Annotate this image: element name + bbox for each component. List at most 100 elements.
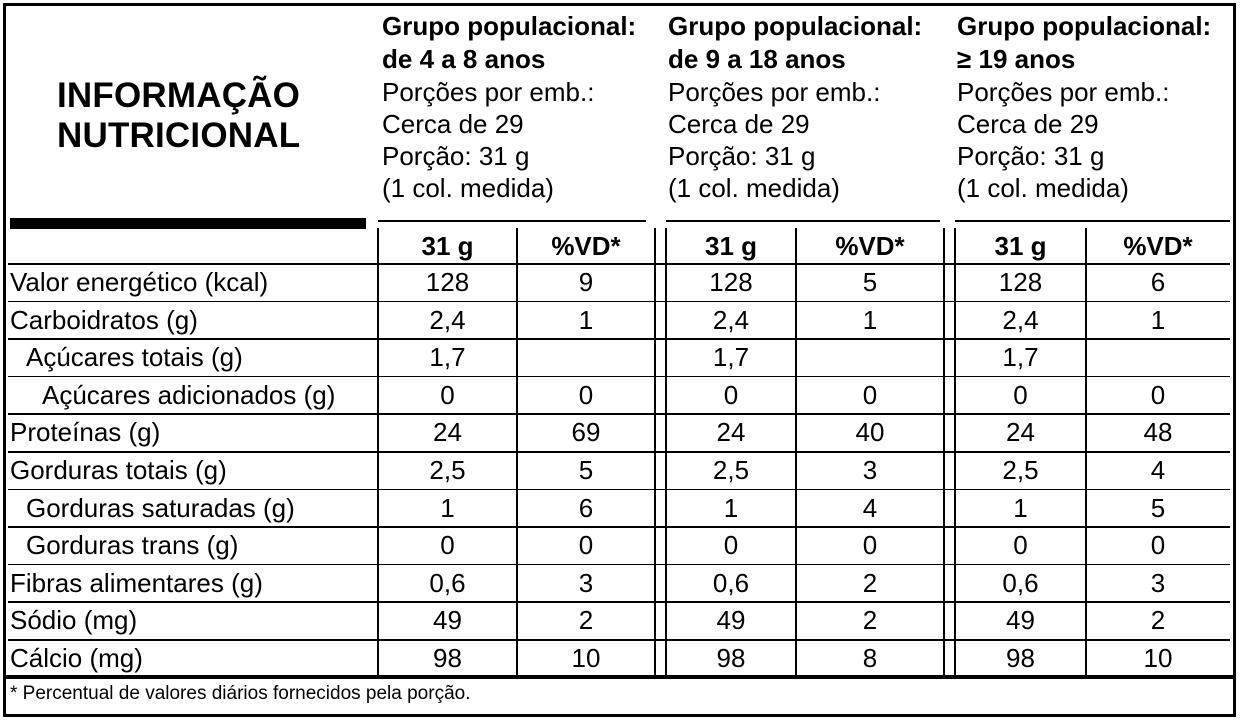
amount-value: 0,6 bbox=[1002, 567, 1039, 598]
amount-value: 49 bbox=[433, 605, 462, 636]
column-divider bbox=[377, 228, 379, 678]
column-divider bbox=[795, 228, 797, 678]
amount-value: 24 bbox=[716, 417, 746, 448]
servings-label: Porções por emb.: bbox=[957, 77, 1170, 107]
daily-value-column-header: %VD* bbox=[1123, 231, 1193, 261]
column-divider bbox=[943, 228, 945, 678]
row-divider bbox=[8, 639, 1230, 641]
daily-value-percent: 9 bbox=[578, 267, 594, 297]
amount-value: 0,6 bbox=[429, 567, 466, 598]
daily-value-column-header: %VD* bbox=[835, 231, 905, 261]
daily-value-percent: 2 bbox=[578, 605, 594, 636]
daily-value-percent: 2 bbox=[862, 605, 878, 636]
amount-value: 2,5 bbox=[429, 455, 466, 485]
daily-value-percent: 8 bbox=[862, 643, 878, 673]
title-line-1: INFORMAÇÃO bbox=[57, 76, 301, 115]
amount-value: 98 bbox=[716, 643, 746, 673]
row-divider bbox=[8, 488, 1230, 491]
daily-value-percent: 10 bbox=[1143, 643, 1173, 673]
portion-measure: (1 col. medida) bbox=[668, 173, 840, 203]
table-title: INFORMAÇÃO NUTRICIONAL bbox=[57, 76, 300, 156]
row-divider bbox=[8, 263, 1230, 265]
daily-value-percent: 10 bbox=[571, 643, 601, 673]
daily-value-percent: 5 bbox=[578, 455, 594, 485]
group-header-9-18: Grupo populacional: de 9 a 18 anos Porçõ… bbox=[668, 10, 922, 204]
daily-value-percent: 4 bbox=[1150, 455, 1166, 485]
row-divider bbox=[8, 413, 1230, 415]
nutrient-label: Fibras alimentares (g) bbox=[10, 567, 263, 598]
daily-value-percent: 1 bbox=[1150, 304, 1166, 335]
daily-value-percent: 0 bbox=[1150, 379, 1166, 410]
amount-value: 1,7 bbox=[712, 342, 750, 373]
nutrient-label: Sódio (mg) bbox=[10, 605, 138, 636]
daily-value-percent: 69 bbox=[571, 417, 601, 448]
daily-value-percent: 0 bbox=[862, 530, 878, 561]
title-line-2: NUTRICIONAL bbox=[57, 116, 301, 155]
amount-value: 1 bbox=[723, 492, 739, 523]
nutrient-label: Cálcio (mg) bbox=[10, 643, 143, 673]
daily-value-percent: 3 bbox=[578, 567, 594, 598]
column-divider bbox=[516, 228, 518, 678]
nutrient-label: Valor energético (kcal) bbox=[10, 267, 269, 297]
group-header-4-8: Grupo populacional: de 4 a 8 anos Porçõe… bbox=[382, 10, 636, 204]
daily-value-percent: 0 bbox=[1150, 530, 1166, 561]
group-header-19-plus: Grupo populacional: ≥ 19 anos Porções po… bbox=[957, 10, 1211, 204]
amount-value: 24 bbox=[433, 417, 462, 448]
group-rule bbox=[378, 220, 646, 222]
daily-value-percent bbox=[1086, 339, 1230, 376]
daily-value-percent: 5 bbox=[1150, 492, 1166, 523]
portion-size: Porção: 31 g bbox=[957, 141, 1105, 171]
row-divider bbox=[8, 300, 1230, 303]
nutrient-label: Açúcares totais (g) bbox=[26, 342, 243, 373]
portion-size: Porção: 31 g bbox=[382, 141, 530, 171]
amount-value: 0 bbox=[1013, 530, 1028, 561]
daily-value-percent: 40 bbox=[855, 417, 885, 448]
amount-value: 0 bbox=[1013, 379, 1028, 410]
nutrient-label: Carboidratos (g) bbox=[10, 304, 198, 335]
row-divider bbox=[8, 338, 1230, 340]
daily-value-percent: 0 bbox=[578, 530, 594, 561]
daily-value-percent: 2 bbox=[862, 567, 878, 598]
amount-value: 1 bbox=[1013, 492, 1028, 523]
amount-value: 128 bbox=[709, 267, 753, 297]
amount-value: 49 bbox=[1006, 605, 1035, 636]
daily-value-percent bbox=[796, 339, 944, 376]
portion-size: Porção: 31 g bbox=[668, 141, 816, 171]
row-divider bbox=[8, 451, 1230, 453]
amount-value: 98 bbox=[1006, 643, 1035, 673]
daily-value-percent: 6 bbox=[1150, 267, 1166, 297]
amount-value: 2,4 bbox=[429, 304, 466, 335]
nutrient-label: Proteínas (g) bbox=[10, 417, 161, 448]
amount-value: 98 bbox=[433, 643, 462, 673]
daily-value-percent: 0 bbox=[862, 379, 878, 410]
amount-value: 0 bbox=[723, 379, 739, 410]
portion-column-header: 31 g bbox=[704, 231, 758, 261]
footer-rule bbox=[4, 675, 1234, 679]
nutrient-label: Gorduras totais (g) bbox=[10, 455, 227, 485]
daily-value-percent: 48 bbox=[1143, 417, 1173, 448]
servings-value: Cerca de 29 bbox=[382, 109, 524, 139]
amount-value: 49 bbox=[716, 605, 746, 636]
daily-value-percent: 4 bbox=[862, 492, 878, 523]
group-title: Grupo populacional: bbox=[382, 11, 637, 41]
amount-value: 2,4 bbox=[1002, 304, 1039, 335]
amount-value: 128 bbox=[425, 267, 470, 297]
column-divider bbox=[654, 228, 656, 678]
amount-value: 0 bbox=[440, 530, 455, 561]
group-title: Grupo populacional: bbox=[668, 11, 923, 41]
title-rule bbox=[10, 218, 366, 229]
nutrient-label: Gorduras saturadas (g) bbox=[26, 492, 295, 523]
amount-value: 2,5 bbox=[1002, 455, 1039, 485]
group-age-range: de 4 a 8 anos bbox=[382, 44, 546, 74]
row-divider bbox=[8, 526, 1230, 528]
row-divider bbox=[8, 375, 1230, 378]
daily-value-percent: 1 bbox=[578, 304, 594, 335]
portion-column-header: 31 g bbox=[421, 231, 474, 261]
amount-value: 0 bbox=[440, 379, 455, 410]
servings-label: Porções por emb.: bbox=[668, 77, 881, 107]
amount-value: 24 bbox=[1006, 417, 1035, 448]
servings-label: Porções por emb.: bbox=[382, 77, 595, 107]
servings-value: Cerca de 29 bbox=[668, 109, 810, 139]
nutrition-facts-frame bbox=[3, 3, 1236, 717]
servings-value: Cerca de 29 bbox=[957, 109, 1099, 139]
